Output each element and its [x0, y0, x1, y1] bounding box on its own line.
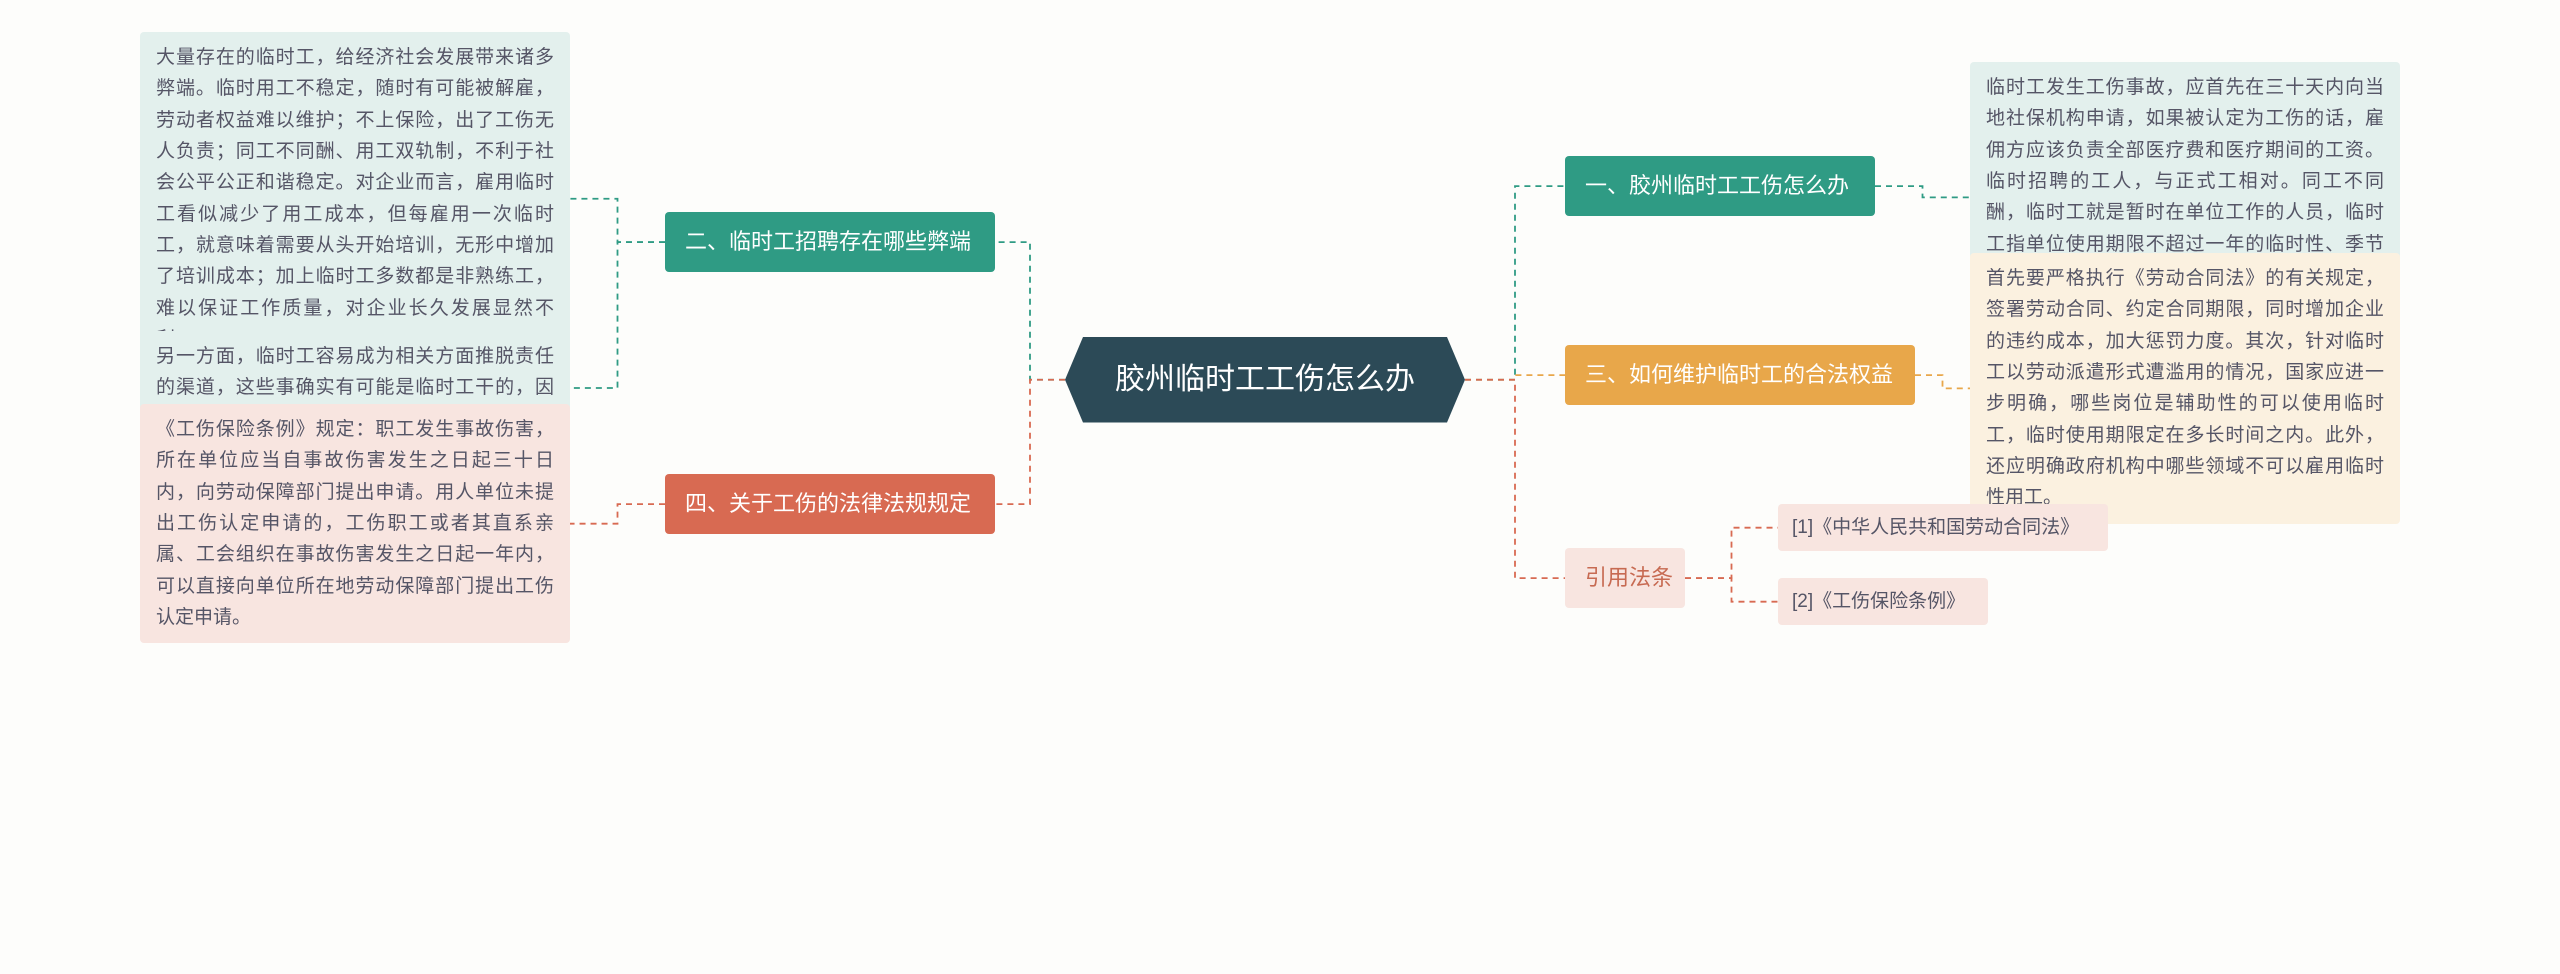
connector [570, 242, 665, 388]
connector [1915, 375, 1970, 388]
connector [570, 504, 665, 524]
branch-3: 三、如何维护临时工的合法权益 [1565, 345, 1915, 405]
connector [1875, 186, 1970, 197]
center-node: 胶州临时工工伤怎么办 [1065, 337, 1465, 423]
connector [995, 380, 1065, 504]
connector [1465, 380, 1565, 578]
connector [995, 242, 1065, 380]
branch-5: 引用法条 [1565, 548, 1685, 608]
connector [1685, 578, 1778, 602]
connector [1465, 186, 1565, 380]
leaf-2a: 大量存在的临时工，给经济社会发展带来诸多弊端。临时用工不稳定，随时有可能被解雇，… [140, 32, 570, 365]
leaf-5a: [1]《中华人民共和国劳动合同法》 [1778, 504, 2108, 551]
branch-2: 二、临时工招聘存在哪些弊端 [665, 212, 995, 272]
leaf-5b: [2]《工伤保险条例》 [1778, 578, 1988, 625]
connector [1465, 375, 1565, 380]
connector [1685, 528, 1778, 578]
leaf-3a: 首先要严格执行《劳动合同法》的有关规定，签署劳动合同、约定合同期限，同时增加企业… [1970, 253, 2400, 524]
branch-1: 一、胶州临时工工伤怎么办 [1565, 156, 1875, 216]
connector [570, 199, 665, 242]
leaf-4a: 《工伤保险条例》规定：职工发生事故伤害，所在单位应当自事故伤害发生之日起三十日内… [140, 404, 570, 643]
branch-4: 四、关于工伤的法律法规规定 [665, 474, 995, 534]
